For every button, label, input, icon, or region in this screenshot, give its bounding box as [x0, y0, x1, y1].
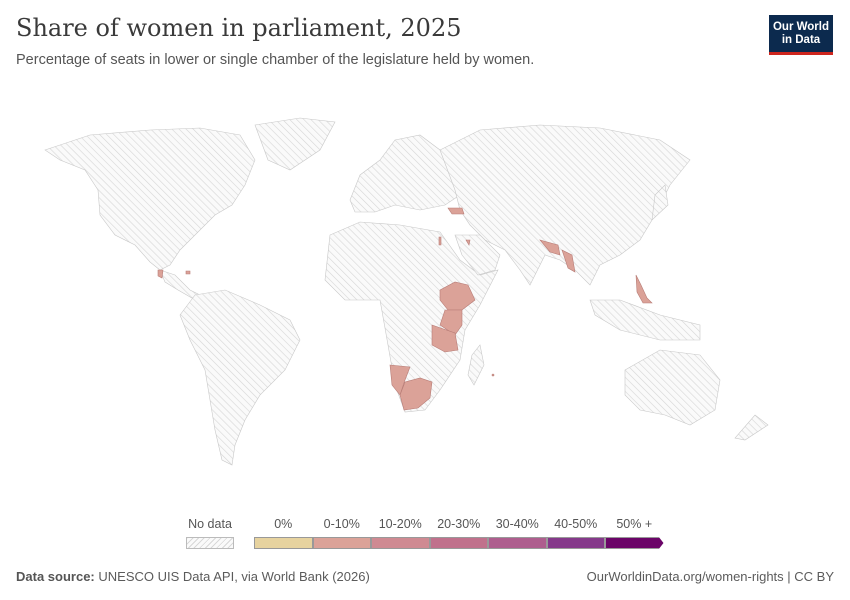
region-japan[interactable] — [651, 184, 669, 221]
region-africa[interactable] — [324, 221, 499, 413]
country-namibia[interactable] — [389, 364, 411, 396]
legend-bin-swatch[interactable] — [254, 537, 313, 549]
legend-bin-label: 30-40% — [495, 517, 539, 531]
legend-bin-swatch[interactable] — [429, 537, 488, 549]
country-georgia-armenia[interactable] — [447, 207, 465, 215]
country-israel[interactable] — [438, 236, 442, 246]
country-south-africa[interactable] — [399, 377, 433, 411]
country-ethiopia[interactable] — [439, 281, 476, 311]
region-new-zealand[interactable] — [734, 414, 769, 441]
legend-bin-swatch[interactable] — [371, 537, 430, 549]
region-arabia[interactable] — [454, 234, 501, 276]
region-southeast-asia-islands[interactable] — [589, 299, 701, 341]
country-philippines[interactable] — [635, 274, 653, 304]
legend-bin-label: 0-10% — [323, 517, 360, 531]
footer-source: Data source: UNESCO UIS Data API, via Wo… — [16, 569, 370, 584]
logo-line-1: Our World — [772, 20, 829, 33]
legend-bin-swatch[interactable] — [488, 537, 547, 549]
chart-subtitle: Percentage of seats in lower or single c… — [16, 52, 535, 68]
country-mauritius[interactable] — [491, 373, 495, 377]
country-kuwait[interactable] — [465, 239, 471, 246]
world-map[interactable] — [0, 100, 850, 500]
region-madagascar[interactable] — [467, 344, 485, 386]
legend-bin-label: 20-30% — [437, 517, 481, 531]
country-kenya[interactable] — [439, 309, 463, 336]
legend-bin-swatch[interactable] — [546, 537, 605, 549]
region-south-america[interactable] — [179, 289, 301, 466]
country-myanmar[interactable] — [561, 249, 576, 273]
owid-logo[interactable]: Our World in Data — [769, 15, 833, 55]
legend-bin-label: 0% — [274, 517, 293, 531]
source-text: UNESCO UIS Data API, via World Bank (202… — [98, 569, 370, 584]
country-belize[interactable] — [157, 269, 164, 279]
legend-bin-label: 10-20% — [378, 517, 422, 531]
legend-bin-swatch[interactable] — [605, 537, 664, 549]
source-label: Data source: — [16, 569, 95, 584]
legend-no-data-label: No data — [188, 517, 232, 531]
legend: No data 0% 0-10% 10-20% 20-30% 30-40% 40-50% 5… — [0, 515, 850, 555]
region-central-america[interactable] — [159, 269, 201, 299]
country-bangladesh-region[interactable] — [539, 239, 561, 256]
country-caribbean[interactable] — [185, 270, 191, 275]
region-europe[interactable] — [349, 134, 461, 213]
legend-bin-swatch[interactable] — [312, 537, 371, 549]
legend-no-data-swatch[interactable] — [186, 537, 234, 549]
footer-link[interactable]: OurWorldinData.org/women-rights | CC BY — [586, 569, 834, 584]
region-greenland[interactable] — [254, 117, 336, 171]
country-tanzania[interactable] — [431, 324, 459, 353]
region-north-america[interactable] — [44, 127, 256, 271]
legend-bin-label: 50% + — [616, 517, 653, 531]
legend-bin-label: 40-50% — [554, 517, 598, 531]
logo-line-2: in Data — [781, 33, 821, 46]
chart-title: Share of women in parliament, 2025 — [16, 14, 462, 42]
region-australia[interactable] — [624, 349, 721, 426]
